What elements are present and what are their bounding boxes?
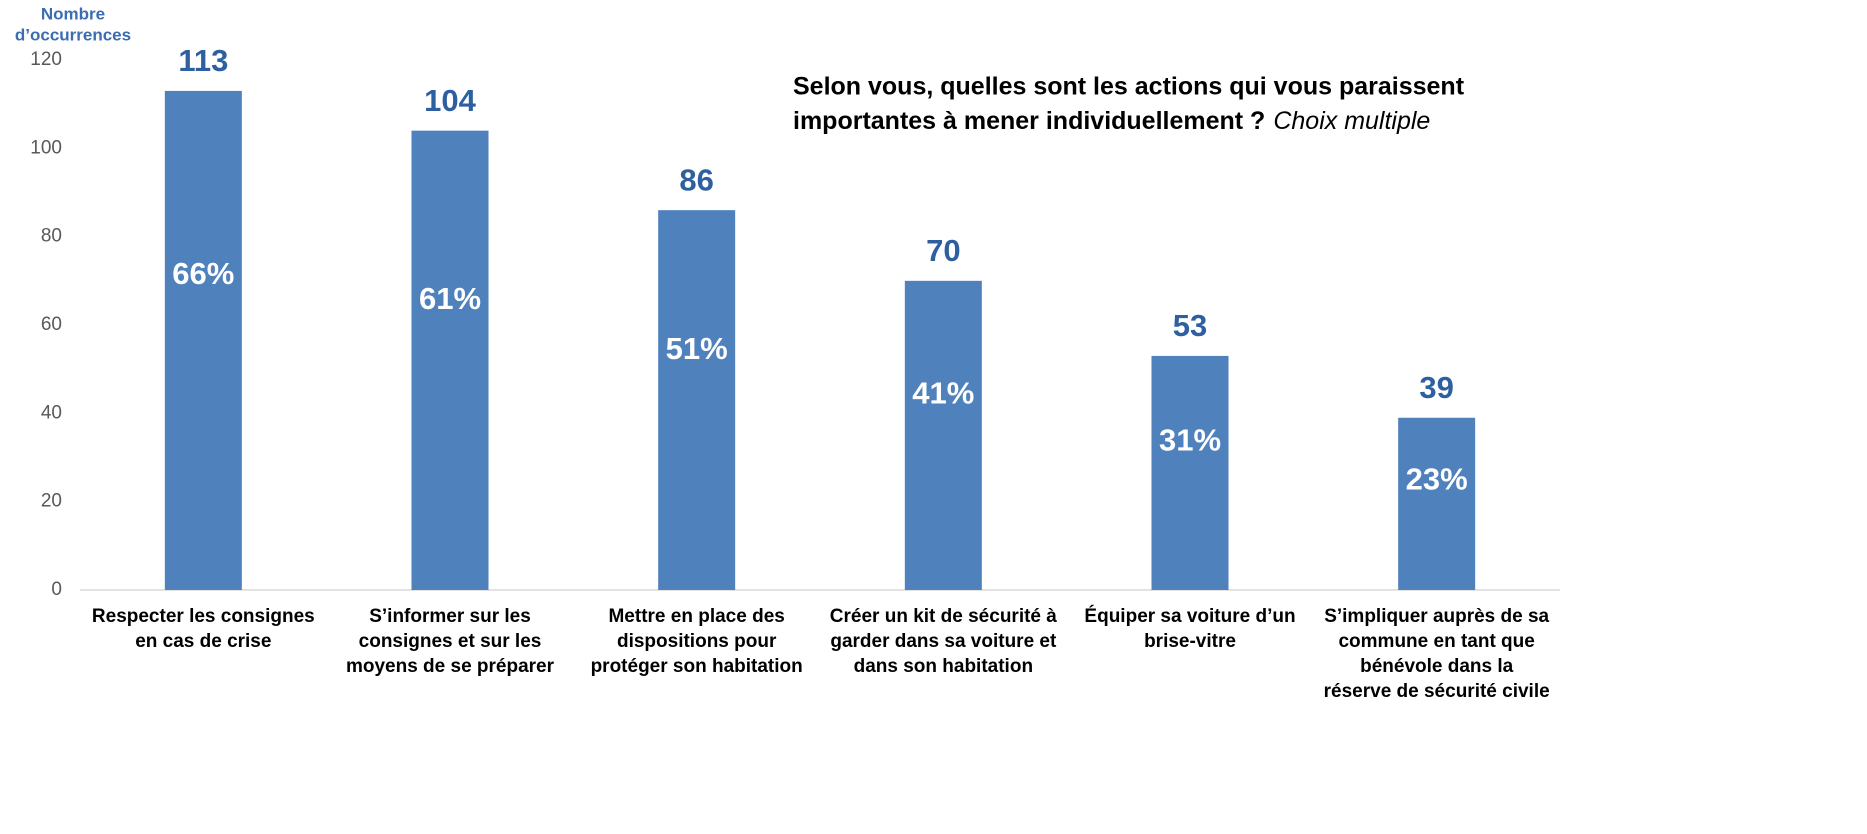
x-tick-label: Mettre en place des (608, 606, 784, 627)
share-label: 31% (1159, 423, 1221, 458)
x-tick-label: moyens de se préparer (346, 656, 555, 677)
x-tick-label: en cas de crise (135, 631, 271, 652)
x-tick-label: protéger son habitation (591, 656, 803, 677)
x-tick-label: S’impliquer auprès de sa (1324, 606, 1549, 627)
y-tick-label: 60 (41, 314, 62, 335)
bar (411, 130, 489, 590)
bar (1151, 355, 1229, 590)
share-label: 51% (666, 331, 728, 366)
share-label: 41% (912, 375, 974, 410)
x-tick-label: garder dans sa voiture et (830, 631, 1057, 652)
y-axis-label: d’occurrences (15, 25, 131, 44)
x-tick-label: commune en tant que (1338, 631, 1534, 652)
share-label: 61% (419, 281, 481, 316)
chart-title: importantes à mener individuellement ? (793, 107, 1265, 135)
share-label: 66% (172, 256, 234, 291)
value-label: 53 (1173, 308, 1207, 343)
x-tick-label: dans son habitation (854, 656, 1033, 677)
x-tick-label: consignes et sur les (359, 631, 542, 652)
x-tick-label: Créer un kit de sécurité à (830, 606, 1057, 627)
value-label: 113 (178, 43, 228, 78)
y-tick-label: 20 (41, 491, 62, 512)
value-label: 39 (1419, 370, 1453, 405)
value-label: 70 (926, 233, 960, 268)
bar (658, 210, 736, 590)
y-tick-label: 120 (30, 49, 62, 70)
value-label: 104 (424, 83, 476, 118)
chart-subtitle: Choix multiple (1273, 107, 1430, 135)
x-tick-label: Respecter les consignes (92, 606, 315, 627)
share-label: 23% (1406, 462, 1468, 497)
bar (1398, 417, 1476, 590)
x-tick-label: dispositions pour (617, 631, 777, 652)
y-tick-label: 100 (30, 137, 62, 158)
chart-title: Selon vous, quelles sont les actions qui… (793, 73, 1465, 101)
y-tick-label: 0 (51, 579, 62, 600)
x-tick-label: Équiper sa voiture d’un (1084, 605, 1295, 627)
x-tick-label: S’informer sur les (369, 606, 531, 627)
y-axis-label: Nombre (41, 4, 105, 23)
x-tick-label: bénévole dans la (1360, 656, 1514, 677)
x-tick-label: brise-vitre (1144, 631, 1236, 652)
bar (904, 280, 982, 590)
y-tick-label: 40 (41, 402, 62, 423)
x-tick-label: réserve de sécurité civile (1324, 681, 1550, 702)
bar (164, 90, 242, 591)
y-tick-label: 80 (41, 226, 62, 247)
value-label: 86 (679, 162, 713, 197)
chart-title: importantes à mener individuellement ? Ch… (793, 107, 1430, 135)
